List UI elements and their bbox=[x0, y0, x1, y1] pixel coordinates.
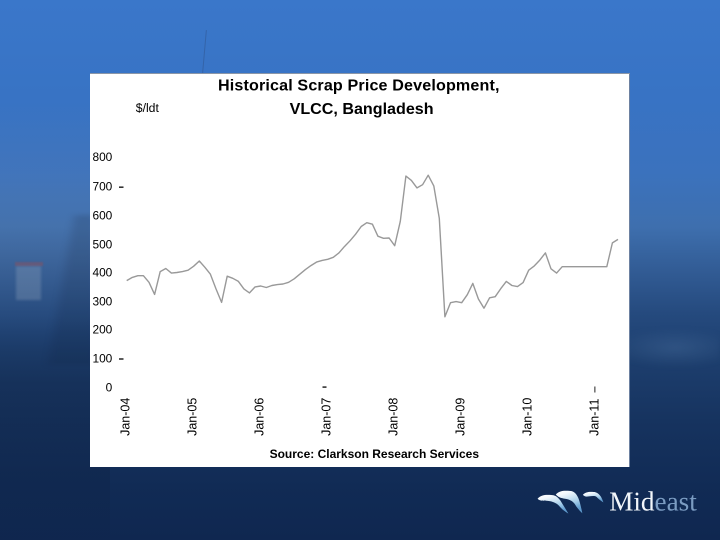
svg-text:100: 100 bbox=[92, 352, 112, 366]
svg-text:300: 300 bbox=[92, 295, 112, 309]
svg-text:Source: Clarkson Research Serv: Source: Clarkson Research Services bbox=[270, 447, 480, 461]
svg-text:Jan-11: Jan-11 bbox=[588, 399, 602, 436]
svg-text:200: 200 bbox=[92, 322, 112, 336]
svg-text:Jan-05: Jan-05 bbox=[186, 398, 200, 436]
svg-text:0: 0 bbox=[106, 380, 113, 394]
svg-text:Jan-04: Jan-04 bbox=[119, 398, 133, 436]
svg-text:Jan-08: Jan-08 bbox=[387, 398, 401, 436]
svg-text:Jan-10: Jan-10 bbox=[521, 398, 535, 436]
svg-text:Jan-07: Jan-07 bbox=[320, 398, 334, 436]
svg-text:Historical Scrap Price Develop: Historical Scrap Price Development, bbox=[218, 76, 500, 94]
svg-text:VLCC, Bangladesh: VLCC, Bangladesh bbox=[290, 100, 434, 118]
svg-text:500: 500 bbox=[92, 237, 112, 251]
svg-text:600: 600 bbox=[92, 209, 112, 223]
svg-text:800: 800 bbox=[92, 150, 112, 164]
svg-text:700: 700 bbox=[92, 180, 112, 194]
svg-text:Jan-09: Jan-09 bbox=[454, 398, 468, 436]
svg-text:Mideast: Mideast bbox=[609, 486, 697, 516]
svg-text:Jan-06: Jan-06 bbox=[253, 398, 267, 436]
svg-text:$/ldt: $/ldt bbox=[136, 101, 160, 115]
svg-text:400: 400 bbox=[92, 266, 112, 280]
